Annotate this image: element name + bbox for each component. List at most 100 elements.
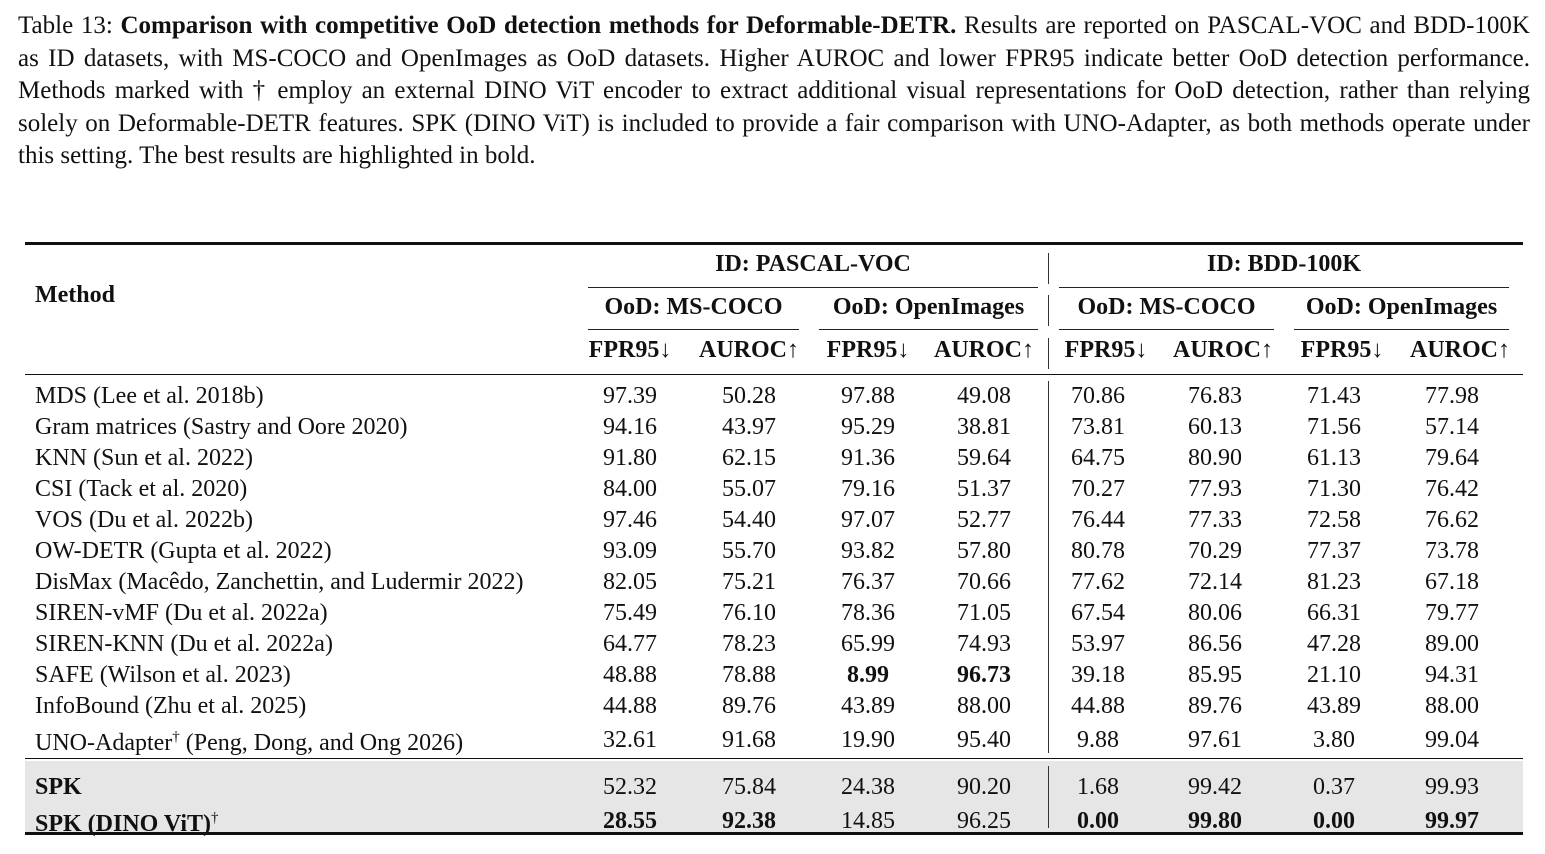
method-citation: (Peng, Dong, and Ong 2026) [179,730,464,756]
caption-label: Table 13: [18,12,121,39]
metric-value-cell: 53.97 [1071,631,1125,657]
metric-value-cell: 71.43 [1307,383,1361,409]
metric-value-cell: 74.93 [957,631,1011,657]
metric-value-cell: 65.99 [841,631,895,657]
metric-header: AUROC↑ [934,337,1034,363]
metric-value-cell: 86.56 [1188,631,1242,657]
cmidrule-ood [819,329,1038,331]
metric-value-cell: 55.07 [722,476,776,502]
metric-value-cell: 0.37 [1313,774,1355,800]
metric-value-cell: 24.38 [841,774,895,800]
metric-value-cell: 52.32 [603,774,657,800]
metric-value-cell: 73.81 [1071,414,1125,440]
metric-value-cell: 43.97 [722,414,776,440]
table-row: CSI (Tack et al. 2020) 84.00 55.07 79.16 51.… [25,474,1514,505]
metric-value-cell: 67.18 [1425,569,1479,595]
metric-value-cell: 66.31 [1307,600,1361,626]
metric-value-cell: 96.73 [957,662,1011,688]
metric-value-cell: 97.46 [603,507,657,533]
metric-value-cell: 67.54 [1071,600,1125,626]
method-cell: OW-DETR (Gupta et al. 2022) [25,536,574,567]
method-cell: InfoBound (Zhu et al. 2025) [25,691,574,722]
metric-value-cell: 60.13 [1188,414,1242,440]
metric-value-cell: 1.68 [1077,774,1119,800]
method-name: InfoBound (Zhu et al. 2025) [35,693,307,719]
table-row: UNO-Adapter† (Peng, Dong, and Ong 2026) 3… [25,722,1514,759]
cmidrule-pascal [588,287,1038,289]
results-table-body: MDS (Lee et al. 2018b) 97.39 50.28 97.88 49.… [25,381,1514,840]
metric-value-cell: 76.62 [1425,507,1479,533]
cmidrule-bdd [1059,287,1509,289]
vertical-separator [1048,295,1050,326]
metric-value-cell: 50.28 [722,383,776,409]
metric-value-cell: 89.00 [1425,631,1479,657]
metric-value-cell: 79.64 [1425,445,1479,471]
vertical-separator [1048,253,1050,284]
method-cell: SIREN-vMF (Du et al. 2022a) [25,598,574,629]
method-name: MDS (Lee et al. 2018b) [35,383,264,409]
method-name: CSI (Tack et al. 2020) [35,476,248,502]
metric-value-cell: 97.39 [603,383,657,409]
metric-header: FPR95↓ [1300,337,1384,363]
table-row: KNN (Sun et al. 2022) 91.80 62.15 91.36 59.6… [25,443,1514,474]
metric-value-cell: 71.56 [1307,414,1361,440]
metric-value-cell: 9.88 [1077,727,1119,753]
metric-value-cell: 88.00 [1425,693,1479,719]
table-row: SIREN-vMF (Du et al. 2022a) 75.49 76.10 78.… [25,598,1514,629]
metric-value-cell: 57.80 [957,538,1011,564]
table-row: InfoBound (Zhu et al. 2025) 44.88 89.76 43.… [25,691,1514,722]
metric-value-cell: 94.31 [1425,662,1479,688]
metric-value-cell: 99.93 [1425,774,1479,800]
method-cell: CSI (Tack et al. 2020) [25,474,574,505]
table-caption: Table 13: Comparison with competitive Oo… [18,10,1530,173]
metric-value-cell: 47.28 [1307,631,1361,657]
metric-value-cell: 91.68 [722,727,776,753]
metric-value-cell: 77.98 [1425,383,1479,409]
metric-value-cell: 43.89 [841,693,895,719]
metric-value-cell: 59.64 [957,445,1011,471]
metric-value-cell: 97.07 [841,507,895,533]
method-name: SPK [35,774,82,800]
method-cell: Gram matrices (Sastry and Oore 2020) [25,412,574,443]
metric-value-cell: 80.90 [1188,445,1242,471]
metric-value-cell: 3.80 [1313,727,1355,753]
metric-value-cell: 78.88 [722,662,776,688]
method-name: SIREN-KNN (Du et al. 2022a) [35,631,333,657]
metric-value-cell: 92.38 [722,808,776,834]
results-table: MDS (Lee et al. 2018b) 97.39 50.28 97.88 49.… [25,381,1514,840]
ours-separator-rule [25,758,1523,760]
metric-value-cell: 80.78 [1071,538,1125,564]
metric-value-cell: 71.05 [957,600,1011,626]
metric-header: AUROC↑ [1410,337,1510,363]
metric-value-cell: 52.77 [957,507,1011,533]
metric-value-cell: 93.82 [841,538,895,564]
ood-group-header: OoD: MS-COCO [604,294,783,320]
metric-value-cell: 44.88 [603,693,657,719]
method-name: OW-DETR (Gupta et al. 2022) [35,538,332,564]
method-cell: DisMax (Macêdo, Zanchettin, and Ludermir… [25,567,574,598]
metric-value-cell: 8.99 [847,662,889,688]
caption-text: Results are reported on PASCAL-VOC and B… [18,12,1530,169]
metric-value-cell: 73.78 [1425,538,1479,564]
metric-value-cell: 99.04 [1425,727,1479,753]
metric-value-cell: 76.83 [1188,383,1242,409]
method-cell: KNN (Sun et al. 2022) [25,443,574,474]
metric-value-cell: 70.66 [957,569,1011,595]
metric-value-cell: 96.25 [957,808,1011,834]
metric-value-cell: 80.06 [1188,600,1242,626]
ours-row: SPK 52.32 75.84 24.38 90.20 1.68 99.42 0.37 99.9… [25,772,1514,803]
metric-value-cell: 51.37 [957,476,1011,502]
method-name: SAFE (Wilson et al. 2023) [35,662,291,688]
metric-value-cell: 97.88 [841,383,895,409]
bottom-rule [25,832,1523,835]
metric-header: FPR95↓ [588,337,672,363]
metric-value-cell: 55.70 [722,538,776,564]
metric-header: FPR95↓ [826,337,910,363]
metric-value-cell: 89.76 [722,693,776,719]
metric-value-cell: 32.61 [603,727,657,753]
metric-value-cell: 95.29 [841,414,895,440]
method-name: VOS (Du et al. 2022b) [35,507,253,533]
method-name: UNO-Adapter [35,730,173,756]
metric-header: FPR95↓ [1064,337,1148,363]
vertical-separator [1048,766,1050,828]
